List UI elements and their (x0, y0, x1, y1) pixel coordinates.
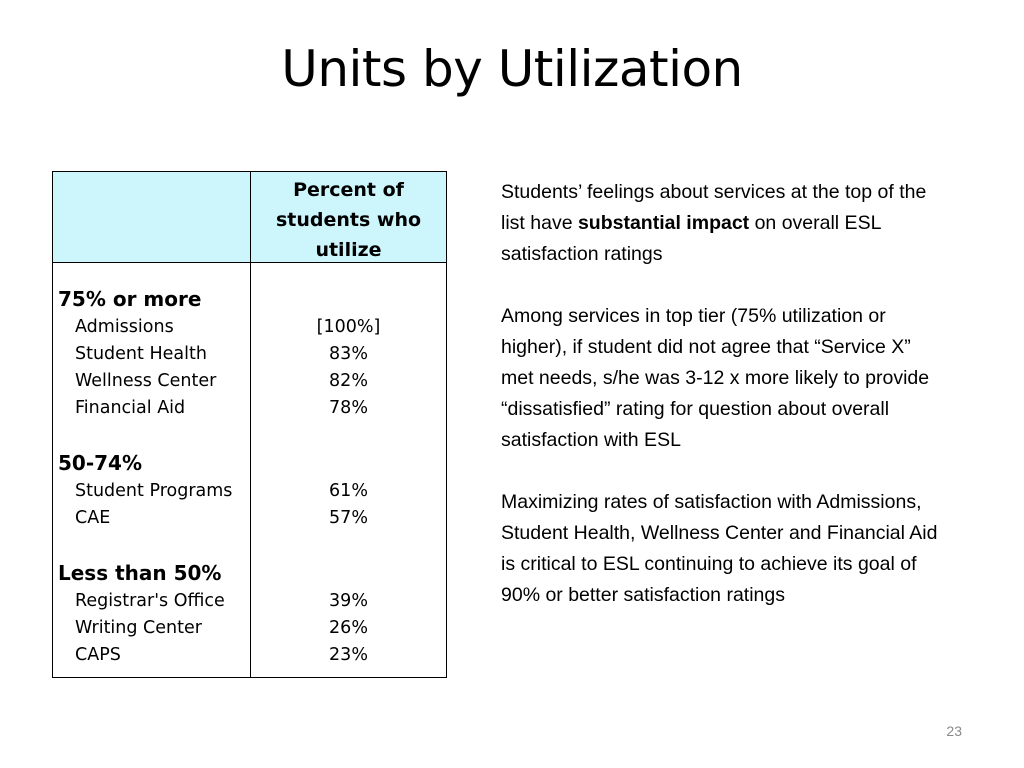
unit-percent: 57% (329, 508, 368, 528)
note-paragraph: Among services in top tier (75% utilizat… (501, 305, 930, 451)
table-row: Financial Aid 78% (53, 395, 446, 422)
header-line: Percent of (293, 179, 404, 201)
note-paragraph: Maximizing rates of satisfaction with Ad… (501, 491, 938, 606)
unit-name: Registrar's Office (75, 591, 225, 611)
unit-name: Financial Aid (75, 398, 186, 418)
table-row: Student Programs 61% (53, 478, 446, 505)
table-row: Writing Center 26% (53, 615, 446, 642)
header-line: students who (275, 209, 422, 231)
note-text: on overall ESL satisfaction ratings (501, 212, 881, 265)
header-line: utilize (315, 239, 382, 261)
unit-percent: 23% (329, 645, 368, 665)
table-row: Student Health 83% (53, 341, 446, 368)
unit-percent: 61% (329, 481, 368, 501)
table-body: 75% or more Admissions [100%] Student He… (53, 284, 446, 669)
page-number: 23 (946, 723, 962, 739)
group-spacer (53, 422, 446, 448)
unit-percent: 78% (329, 398, 368, 418)
table-header-row (53, 172, 446, 263)
unit-name: Admissions (75, 317, 174, 337)
group-label-text: 75% or more (58, 287, 202, 311)
slide-title: Units by Utilization (281, 40, 743, 98)
unit-percent: [100%] (316, 317, 381, 337)
group-spacer (53, 532, 446, 558)
notes-text-block: Students’ feelings about services at the… (501, 177, 941, 642)
note-text: Students’ feelings about services at the… (501, 181, 927, 234)
unit-name: Writing Center (75, 618, 202, 638)
group-label: Less than 50% (53, 558, 446, 588)
unit-percent: 26% (329, 618, 368, 638)
percent-column-header: Percent of students who utilize (251, 175, 446, 265)
table-row: CAPS 23% (53, 642, 446, 669)
note-paragraph: Students’ feelings about services at the… (501, 177, 941, 270)
unit-percent: 82% (329, 371, 368, 391)
unit-name: Wellness Center (75, 371, 217, 391)
unit-name: CAE (75, 508, 111, 528)
column-divider (250, 172, 251, 677)
table-row: CAE 57% (53, 505, 446, 532)
group-label-text: 50-74% (58, 451, 143, 475)
group-label: 50-74% (53, 448, 446, 478)
table-row: Admissions [100%] (53, 314, 446, 341)
unit-name: Student Health (75, 344, 207, 364)
unit-name: Student Programs (75, 481, 233, 501)
table-row: Wellness Center 82% (53, 368, 446, 395)
unit-percent: 39% (329, 591, 368, 611)
unit-percent: 83% (329, 344, 368, 364)
utilization-table: Percent of students who utilize 75% or m… (52, 171, 447, 678)
group-label-text: Less than 50% (58, 561, 222, 585)
unit-name: CAPS (75, 645, 121, 665)
table-row: Registrar's Office 39% (53, 588, 446, 615)
note-emphasis: substantial impact (577, 212, 750, 234)
group-label: 75% or more (53, 284, 446, 314)
